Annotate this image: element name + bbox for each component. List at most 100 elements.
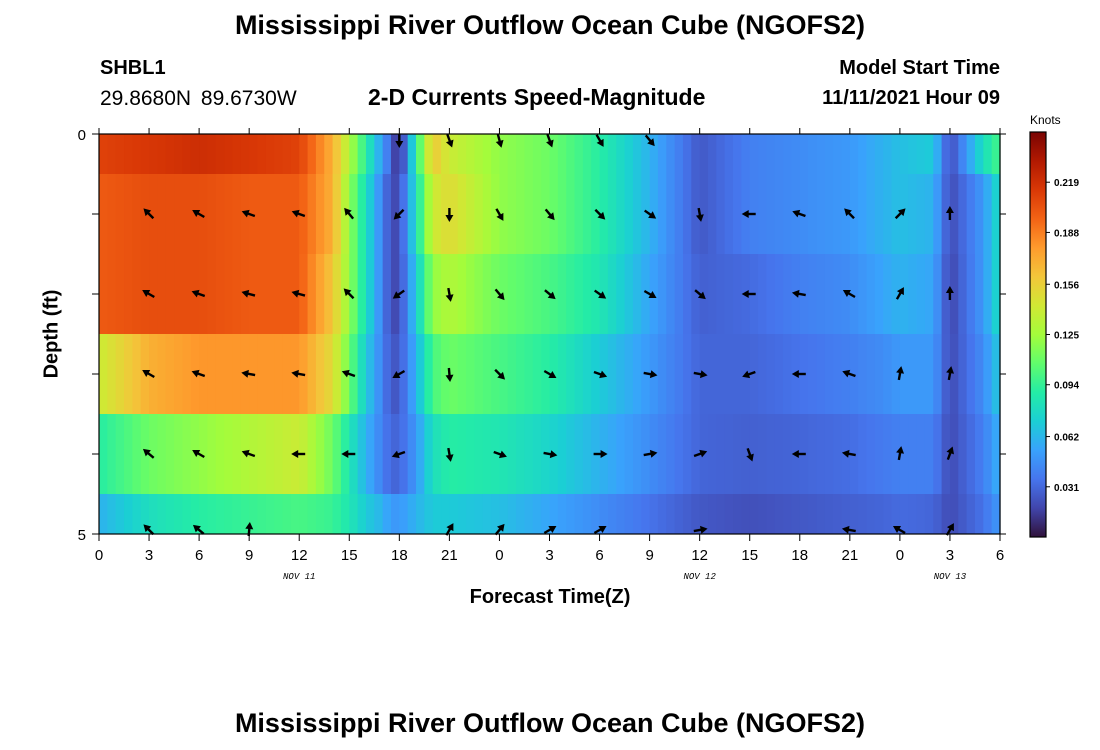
heatmap-cell xyxy=(866,254,876,334)
heatmap-cell xyxy=(232,494,242,534)
heatmap-cell xyxy=(724,494,734,534)
heatmap-cell xyxy=(824,494,834,534)
heatmap-cell xyxy=(149,254,158,334)
heatmap-cell xyxy=(466,334,476,414)
heatmap-cell xyxy=(399,414,409,494)
heatmap-cell xyxy=(874,494,884,534)
heatmap-cell xyxy=(232,254,242,334)
heatmap-cell xyxy=(149,134,158,174)
heatmap-cell xyxy=(365,334,375,414)
current-arrow xyxy=(694,289,706,300)
heatmap-cell xyxy=(758,254,767,334)
heatmap-cell xyxy=(224,254,234,334)
heatmap-cell xyxy=(983,414,993,494)
heatmap-cell xyxy=(124,414,133,494)
heatmap-cell xyxy=(833,334,843,414)
current-arrow xyxy=(493,450,507,459)
heatmap-cell xyxy=(741,414,751,494)
current-arrow xyxy=(546,133,554,148)
heatmap-cell xyxy=(541,334,551,414)
heatmap-cell xyxy=(365,174,375,254)
x-axis-label: Forecast Time(Z) xyxy=(469,586,631,608)
heatmap-cell xyxy=(816,254,826,334)
heatmap-cell xyxy=(249,134,259,174)
heatmap-cell xyxy=(649,134,659,174)
heatmap-cell xyxy=(399,334,409,414)
heatmap-cell xyxy=(808,254,818,334)
arrow-head xyxy=(648,291,657,298)
heatmap-cell xyxy=(941,334,951,414)
heatmap-cell xyxy=(941,254,951,334)
heatmap-cells xyxy=(99,134,1001,534)
arrow-head xyxy=(445,374,454,382)
heatmap-cell xyxy=(833,174,843,254)
heatmap-cell xyxy=(491,134,501,174)
current-arrow xyxy=(543,450,558,459)
arrow-head xyxy=(548,371,557,378)
current-arrow xyxy=(791,370,806,378)
heatmap-cell xyxy=(949,254,959,334)
heatmap-cell xyxy=(824,254,834,334)
heatmap-cell xyxy=(466,494,476,534)
heatmap-cell xyxy=(657,494,667,534)
x-tick-label: 3 xyxy=(946,547,954,564)
heatmap-cell xyxy=(299,134,309,174)
heatmap-cell xyxy=(699,134,709,174)
heatmap-cell xyxy=(924,494,934,534)
arrow-head xyxy=(393,211,402,220)
heatmap-cell xyxy=(833,414,843,494)
heatmap-cell xyxy=(858,134,868,174)
heatmap-cell xyxy=(190,494,200,534)
heatmap-cell xyxy=(340,494,350,534)
heatmap-cell xyxy=(983,254,993,334)
arrow-head xyxy=(842,290,851,297)
arrow-head xyxy=(445,215,454,222)
arrow-head xyxy=(392,371,401,378)
heatmap-cell xyxy=(407,134,417,174)
heatmap-cell xyxy=(165,334,175,414)
heatmap-cell xyxy=(174,334,184,414)
colorbar-tick-label: 0.156 xyxy=(1054,280,1079,291)
arrow-head xyxy=(842,369,851,378)
heatmap-cell xyxy=(616,494,626,534)
heatmap-cell xyxy=(416,254,425,334)
current-arrow xyxy=(896,446,905,461)
heatmap-cell xyxy=(365,494,375,534)
heatmap-cell xyxy=(624,334,634,414)
heatmap-cell xyxy=(657,174,667,254)
heatmap-cell xyxy=(115,414,125,494)
heatmap-cell xyxy=(908,134,918,174)
heatmap-cell xyxy=(733,174,742,254)
current-arrows xyxy=(142,133,955,537)
heatmap-cell xyxy=(432,414,442,494)
heatmap-cell xyxy=(657,254,667,334)
heatmap-cell xyxy=(449,334,459,414)
heatmap-cell xyxy=(282,334,292,414)
current-arrow xyxy=(693,370,708,379)
heatmap-cell xyxy=(324,494,334,534)
heatmap-cell xyxy=(924,414,934,494)
heatmap-cell xyxy=(983,334,993,414)
heatmap-cell xyxy=(365,254,375,334)
heatmap-cell xyxy=(632,174,642,254)
arrow-head xyxy=(241,369,249,378)
heatmap-cell xyxy=(591,494,601,534)
heatmap-cell xyxy=(399,494,409,534)
heatmap-cell xyxy=(816,174,826,254)
heatmap-cell xyxy=(632,134,642,174)
heatmap-cell xyxy=(407,174,417,254)
heatmap-cell xyxy=(949,134,959,174)
heatmap-cell xyxy=(357,334,367,414)
heatmap-cell xyxy=(724,334,734,414)
current-arrow xyxy=(594,208,606,220)
current-arrow xyxy=(896,366,905,381)
heatmap-cell xyxy=(424,334,434,414)
arrow-head xyxy=(647,138,655,147)
heatmap-cell xyxy=(124,494,133,534)
current-arrow xyxy=(191,369,206,378)
colorbar-tick-label: 0.031 xyxy=(1054,483,1079,494)
x-tick-label: 6 xyxy=(595,547,603,564)
heatmap-cell xyxy=(641,494,651,534)
heatmap-cell xyxy=(282,134,292,174)
